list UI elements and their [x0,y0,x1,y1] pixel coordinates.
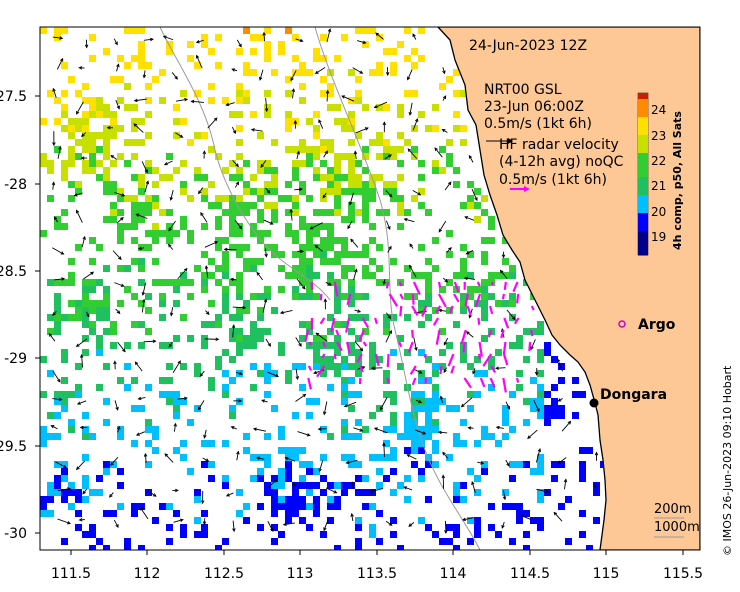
y-tick-label: -29.5 [0,439,27,455]
gsl-scale: 0.5m/s (1kt 6h) [484,116,592,132]
land-mass [437,27,700,550]
hf-subtitle: (4-12h avg) noQC [499,154,624,170]
hf-scale: 0.5m/s (1kt 6h) [499,172,607,188]
colorbar-tick-label: 19 [651,230,666,244]
argo-marker [618,320,626,328]
x-tick-label: 114 [440,566,467,582]
hf-title: HF radar velocity [499,137,619,153]
gsl-scale-arrow [486,138,513,144]
x-tick-label: 112.5 [204,566,244,582]
gsl-time: 23-Jun 06:00Z [484,99,584,115]
y-tick-label: -28 [4,177,27,193]
gsl-title: NRT00 GSL [484,82,562,98]
x-tick-label: 111.5 [51,566,91,582]
sst-pixels [40,27,607,550]
dongara-marker [589,398,599,408]
plot-frame [39,26,701,551]
credit-text: © IMOS 26-Jun-2023 09:10 Hobart [721,365,734,556]
y-tick-label: -30 [4,526,27,542]
x-tick-label: 115 [593,566,620,582]
contour-legend-1000m: 1000m [654,520,700,535]
x-tick-label: 113.5 [357,566,397,582]
place-label-argo: Argo [638,317,676,333]
colorbar-tick-label: 20 [651,205,666,219]
hf-scale-arrow [510,186,530,192]
y-axis: -27.5 -28 -28.5 -29 -29.5 -30 [0,89,40,542]
hf-radar-arrows [304,281,535,393]
colorbar-tick-label: 22 [651,154,666,168]
contour-200m [314,27,481,550]
colorbar: 24 23 22 21 20 19 4h comp, p50, All Sats [637,92,684,256]
x-tick-label: 113 [287,566,314,582]
x-tick-label: 115.5 [663,566,703,582]
y-tick-label: -29 [4,351,27,367]
y-tick-label: -28.5 [0,264,27,280]
y-tick-label: -27.5 [0,89,27,105]
contour-legend-200m: 200m [654,502,691,517]
x-axis: 111.5 112 112.5 113 113.5 114 114.5 115 … [51,550,703,582]
colorbar-tick-label: 24 [651,103,666,117]
x-tick-label: 114.5 [510,566,550,582]
gsl-velocity-arrows [48,28,599,534]
x-tick-label: 112 [134,566,161,582]
colorbar-tick-label: 21 [651,179,666,193]
date-title: 24-Jun-2023 12Z [469,38,587,54]
place-label-dongara: Dongara [600,387,667,403]
colorbar-tick-label: 23 [651,129,666,143]
colorbar-label: 4h comp, p50, All Sats [671,111,684,250]
contour-1000m [159,27,331,301]
